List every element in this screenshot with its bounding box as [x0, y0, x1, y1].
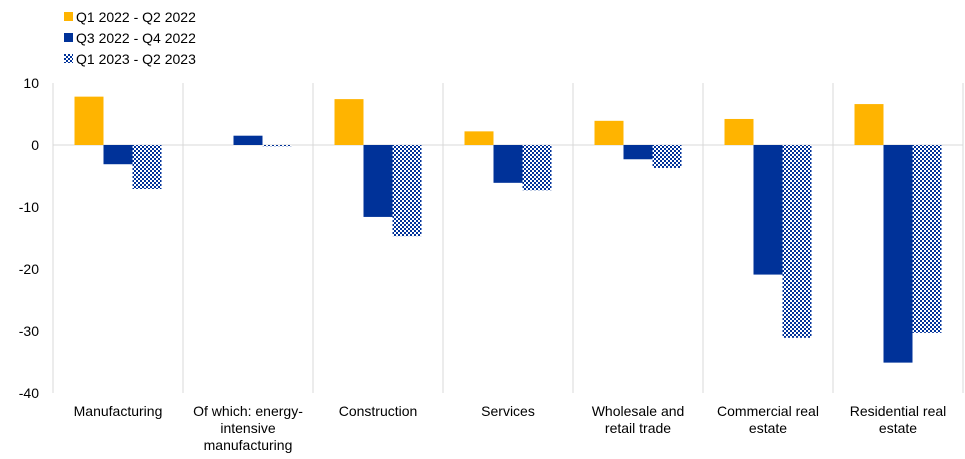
x-axis: Manufacturing Of which: energy-intensive m…: [74, 403, 947, 453]
category-label: Commercial real estate: [717, 403, 819, 436]
legend-label: Q3 2022 - Q4 2022: [76, 29, 196, 46]
bar-series-2: [753, 145, 783, 275]
legend-swatch-pattern: [64, 54, 73, 63]
grid-lines: [52, 83, 964, 393]
y-axis: 10 0 -10 -20 -30 -40: [19, 75, 39, 401]
y-tick-label: -30: [19, 323, 39, 339]
bar-series-3: [652, 145, 682, 168]
legend: Q1 2022 - Q2 2022 Q3 2022 - Q4 2022 Q1 2…: [64, 6, 196, 69]
legend-item-q3-2022: Q3 2022 - Q4 2022: [64, 27, 196, 48]
y-tick-label: 0: [31, 137, 39, 153]
bar-series-2: [493, 145, 523, 183]
y-tick-label: -10: [19, 199, 39, 215]
legend-item-q1-2022: Q1 2022 - Q2 2022: [64, 6, 196, 27]
bar-series-2: [623, 145, 653, 160]
bar-series-1: [594, 120, 624, 145]
bar-series-3: [782, 145, 812, 338]
category-label: Services: [481, 403, 535, 419]
bar-series-3: [912, 145, 942, 333]
bar-series-1: [334, 99, 364, 145]
bar-series-1: [724, 118, 754, 145]
y-tick-label: 10: [23, 75, 39, 91]
bar-series-1: [854, 104, 884, 145]
category-label: Residential real estate: [850, 403, 947, 436]
category-label: Manufacturing: [74, 403, 163, 419]
bar-series-3: [132, 145, 162, 190]
legend-item-q1-2023: Q1 2023 - Q2 2023: [64, 48, 196, 69]
legend-label: Q1 2023 - Q2 2023: [76, 50, 196, 67]
bar-series-2: [363, 145, 393, 217]
bar-series-3: [522, 145, 552, 191]
bar-series-2: [233, 135, 263, 145]
bar-series-1: [74, 96, 104, 145]
bar-series-1: [464, 131, 494, 145]
y-tick-label: -20: [19, 261, 39, 277]
legend-swatch-yellow: [64, 12, 73, 21]
category-label: Of which: energy-intensive manufacturing: [193, 403, 303, 453]
bar-series-3: [392, 145, 422, 237]
legend-label: Q1 2022 - Q2 2022: [76, 8, 196, 25]
bar-series-2: [883, 145, 913, 363]
category-label: Wholesale and retail trade: [592, 403, 685, 436]
y-tick-label: -40: [19, 385, 39, 401]
bar-series-3: [262, 145, 292, 147]
category-label: Construction: [339, 403, 418, 419]
bar-series-2: [103, 145, 133, 165]
legend-swatch-blue: [64, 33, 73, 42]
bars: [74, 96, 942, 363]
